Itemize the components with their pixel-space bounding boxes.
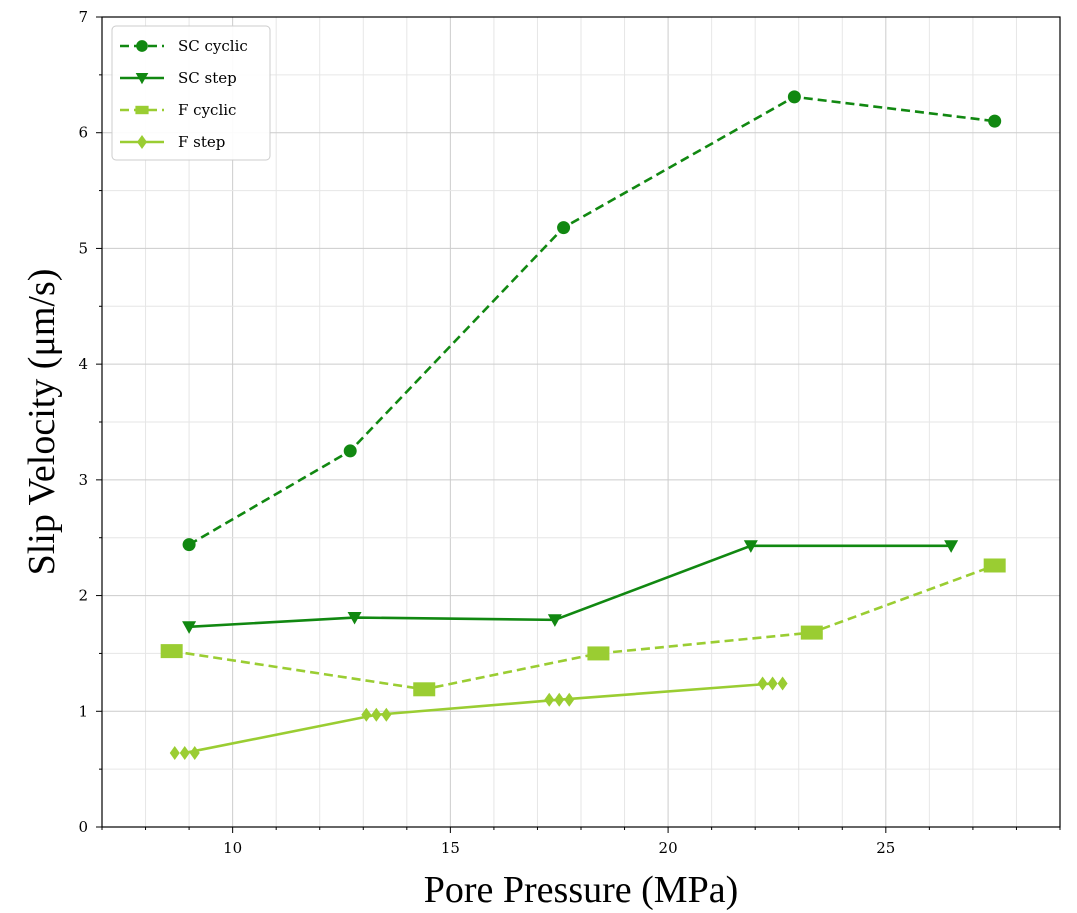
circle-marker [343,444,357,458]
legend-label: F step [178,133,225,151]
y-tick-label: 6 [78,124,88,142]
legend-item: SC step [120,69,237,87]
diamond-shape [179,745,190,760]
circle-marker [182,538,196,552]
diamond-shape [777,676,788,691]
square-marker [800,625,823,640]
circle-marker [988,114,1002,128]
series-f-cyclic [160,558,1006,697]
diamond-marker [361,707,392,722]
triangle-marker [135,72,149,85]
square-marker [413,682,436,697]
diamond-shape [757,676,768,691]
y-tick-label: 7 [78,8,88,26]
x-tick-label: 15 [441,839,460,857]
legend-label: SC cyclic [178,37,248,55]
x-tick-label: 10 [223,839,242,857]
y-tick-label: 2 [78,587,88,605]
series-line [188,95,995,546]
legend-item: F cyclic [120,101,236,119]
diamond-marker [544,692,575,707]
legend-item: F step [120,133,225,151]
y-tick-label: 1 [78,702,88,720]
square-marker [983,558,1006,573]
triangle-marker [347,611,362,625]
y-tick-label: 4 [78,355,88,373]
legend-label: SC step [178,69,237,87]
diamond-marker [169,745,200,760]
diamond-marker [137,135,147,149]
diamond-shape [137,135,147,149]
diamond-shape [564,692,575,707]
circle-marker [787,90,801,104]
diamond-shape [371,707,382,722]
square-marker [135,105,149,115]
x-tick-label: 25 [876,839,895,857]
legend-label: F cyclic [178,101,236,119]
y-tick-label: 5 [78,239,88,257]
series-sc-step [182,540,959,634]
triangle-marker [743,540,758,553]
y-tick-label: 3 [78,471,88,489]
diamond-shape [169,745,180,760]
diamond-shape [361,707,372,722]
diamond-marker [757,676,788,691]
diamond-shape [554,692,565,707]
square-marker [160,644,183,659]
series [160,90,1006,760]
series-sc-cyclic [182,90,1002,552]
legend-box [111,25,271,161]
diamond-shape [189,745,200,760]
legend: SC cyclic SC step F cyclic F step [111,25,271,161]
triangle-marker [547,614,562,627]
y-tick-label: 0 [78,818,88,836]
circle-marker [136,40,148,52]
x-tick-label: 20 [659,839,678,857]
triangle-marker [944,540,959,553]
series-line [171,564,996,691]
circle-marker [557,221,571,235]
diamond-shape [767,676,778,691]
series-line [189,544,952,629]
x-axis-title: Pore Pressure (MPa) [424,869,739,911]
diamond-shape [544,692,555,707]
series-line [184,682,773,755]
legend-item: SC cyclic [120,37,248,55]
y-axis-title: Slip Velocity (μm/s) [21,269,63,576]
series-f-step [169,676,788,760]
diamond-shape [381,707,392,722]
triangle-marker [182,621,197,634]
axis-ticks: 10 15 20 25 0 1 2 3 4 5 6 7 [78,8,1061,857]
square-marker [587,646,610,661]
